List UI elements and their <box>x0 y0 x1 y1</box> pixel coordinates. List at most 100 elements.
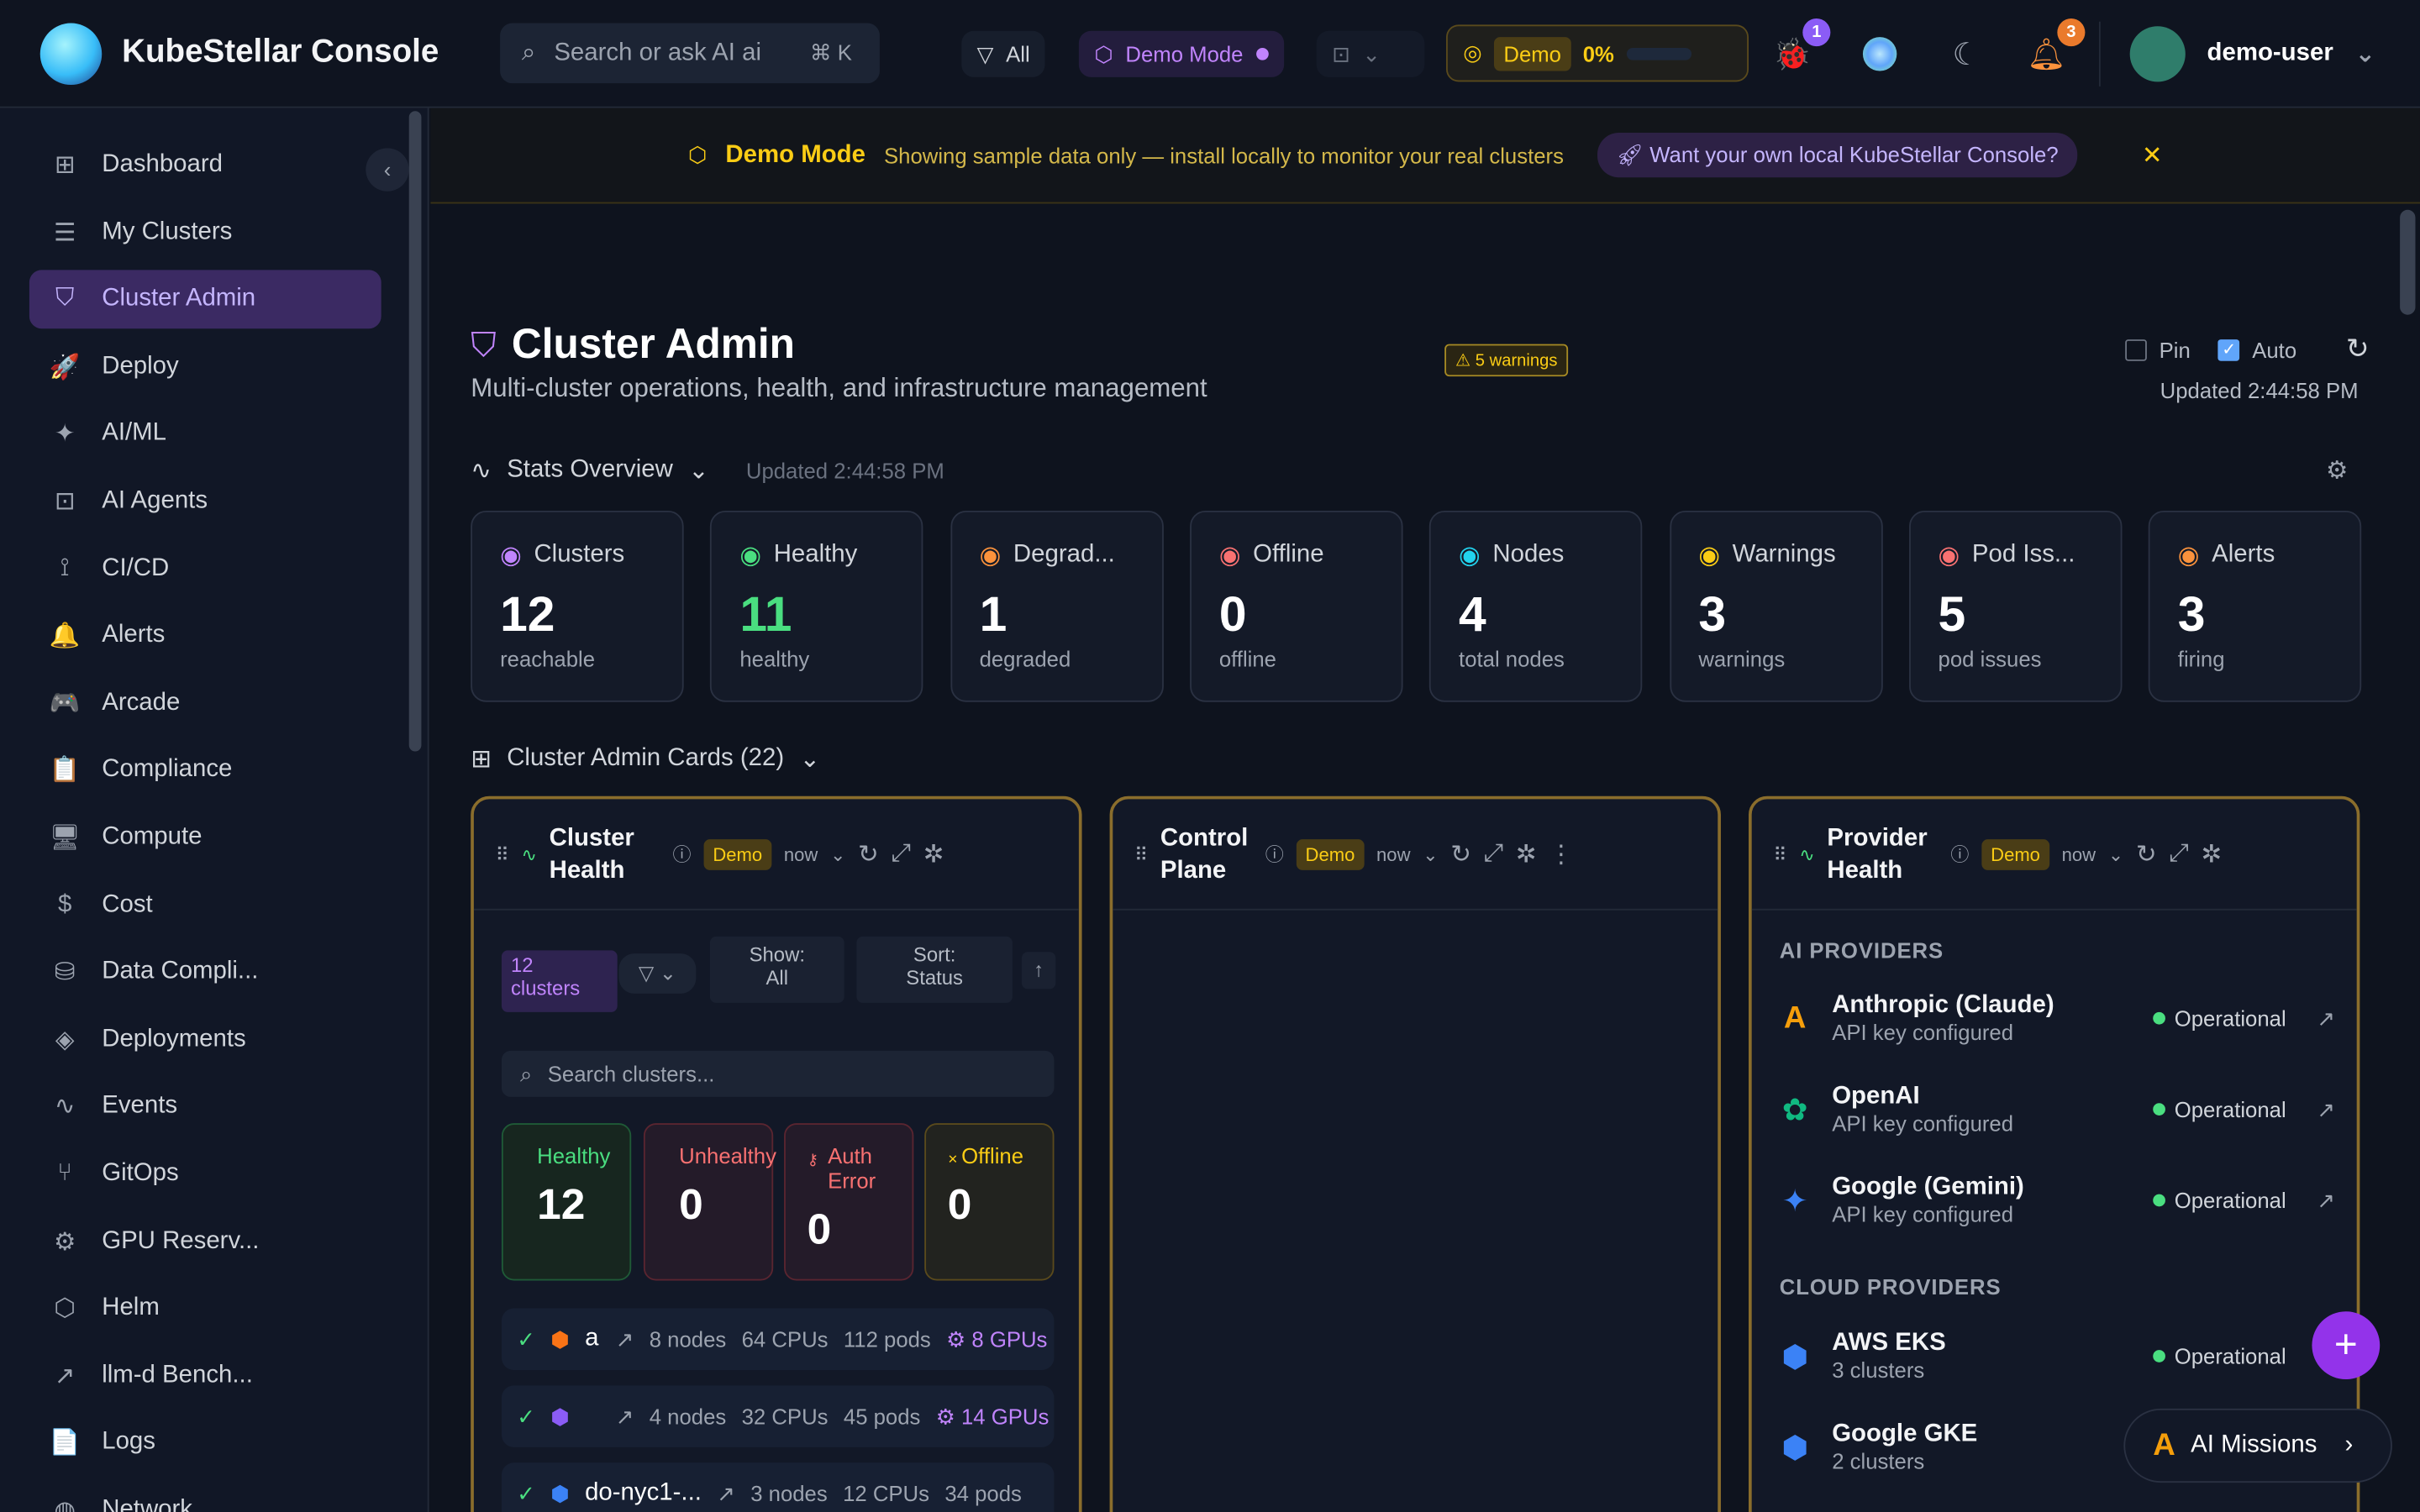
sidebar-item-ai-agents[interactable]: ⊡ AI Agents <box>29 472 381 531</box>
collapse-sidebar-button[interactable]: ‹ <box>366 148 409 192</box>
main-scrollbar[interactable] <box>2400 209 2416 315</box>
chevron-down-icon[interactable]: ⌄ <box>2107 843 2124 865</box>
bug-icon[interactable]: ✲ <box>1515 841 1537 869</box>
demo-mode-button[interactable]: ⬡ Demo Mode <box>1078 30 1284 77</box>
sidebar-scrollbar[interactable] <box>408 111 422 752</box>
stat-card-warnings[interactable]: ◉ Warnings 3 warnings <box>1669 510 1882 702</box>
chevron-down-icon[interactable]: ⌄ <box>1423 843 1439 865</box>
sidebar-item-compliance[interactable]: 📋 Compliance <box>29 741 381 800</box>
count-value: 12 <box>510 953 534 977</box>
ai-missions-button[interactable]: A AI Missions › <box>2123 1408 2392 1483</box>
sidebar-item-cost[interactable]: $ Cost <box>29 876 381 935</box>
auto-refresh-checkbox[interactable]: ✓ <box>2217 339 2240 360</box>
card-title-line: Provider <box>1827 824 1928 851</box>
notifications-button[interactable]: 🔔︎ 3 <box>2023 18 2086 77</box>
external-link-icon[interactable]: ↗ <box>615 1403 634 1428</box>
bug-report-button[interactable]: 🐞 1 <box>1769 18 1831 77</box>
cluster-filter-button[interactable]: ▽ All <box>961 30 1046 77</box>
cards-section-toggle[interactable]: ⊞ Cluster Admin Cards (22) ⌄ <box>471 743 820 774</box>
sidebar-item-compute[interactable]: 🖥 Compute <box>29 808 381 867</box>
sidebar-item-alerts[interactable]: 🔔 Alerts <box>29 606 381 665</box>
bug-icon[interactable]: ✲ <box>2201 841 2223 869</box>
filter-dropdown[interactable]: ▽ ⌄ <box>618 953 697 994</box>
more-menu-icon[interactable]: ⋮ <box>1549 841 1574 869</box>
install-locally-button[interactable]: 🚀︎ Want your own local KubeStellar Conso… <box>1597 132 2077 178</box>
sidebar-item-dashboard[interactable]: ⊞ Dashboard <box>29 136 381 195</box>
sidebar-item-events[interactable]: ∿ Events <box>29 1078 381 1137</box>
kubestellar-logo[interactable] <box>39 23 103 86</box>
external-link-icon[interactable]: ↗ <box>717 1480 735 1505</box>
globe-theme-button[interactable] <box>1857 31 1903 77</box>
external-link-icon[interactable]: ↗ <box>2317 1005 2335 1031</box>
bug-icon[interactable]: ✲ <box>923 841 944 869</box>
check-circle-icon: ✓ <box>517 1480 535 1505</box>
refresh-icon[interactable]: ↻ <box>858 841 879 869</box>
sidebar-item-helm[interactable]: ⬡ Helm <box>29 1279 381 1338</box>
token-usage-widget[interactable]: ◎ Demo 0% <box>1446 24 1749 82</box>
info-icon[interactable]: ⓘ <box>1950 843 1970 866</box>
cluster-row[interactable]: ✓ ⬢ do-nyc1-... ↗ 3 nodes 12 CPUs 34 pods <box>501 1462 1055 1512</box>
agent-selector[interactable]: ⊡ ⌄ <box>1316 30 1425 77</box>
sidebar-item-gpu-reserv[interactable]: ⚙ GPU Reserv... <box>29 1212 381 1271</box>
sidebar-item-llm-d-bench[interactable]: ↗ llm-d Bench... <box>29 1347 381 1405</box>
warnings-badge[interactable]: ⚠ 5 warnings <box>1444 344 1569 377</box>
expand-icon[interactable]: ⤢ <box>891 840 912 867</box>
sidebar-item-gitops[interactable]: ⑂ GitOps <box>29 1145 381 1204</box>
show-dropdown[interactable]: Show: All <box>709 936 844 1003</box>
stat-card-offline[interactable]: ◉ Offline 0 offline <box>1189 510 1403 702</box>
auth-error-summary[interactable]: ⚷ Auth Error 0 <box>784 1123 914 1281</box>
user-menu[interactable]: demo-user ⌄ <box>2114 26 2391 82</box>
chevron-down-icon[interactable]: ⌄ <box>829 843 846 865</box>
sidebar-item-my-clusters[interactable]: ☰ My Clusters <box>29 203 381 262</box>
info-icon[interactable]: ⓘ <box>672 843 692 866</box>
sidebar-item-label: CI/CD <box>102 554 170 581</box>
stat-card-firing[interactable]: ◉ Alerts 3 firing <box>2148 510 2362 702</box>
summary-value: 0 <box>807 1205 832 1253</box>
nav-icon: ∿ <box>54 1094 76 1121</box>
expand-icon[interactable]: ⤢ <box>1483 840 1504 867</box>
close-banner-icon[interactable]: ✕ <box>2141 142 2163 170</box>
drag-handle-icon[interactable]: ⠿ <box>1773 843 1787 865</box>
drag-handle-icon[interactable]: ⠿ <box>1134 843 1149 865</box>
wifi-off-icon: ✕ <box>947 1152 962 1167</box>
sidebar-item-cluster-admin[interactable]: ⛉ Cluster Admin <box>29 270 381 329</box>
stat-card-pod-issues[interactable]: ◉ Pod Iss... 5 pod issues <box>1908 510 2123 702</box>
expand-icon[interactable]: ⤢ <box>2169 840 2189 867</box>
sidebar-item-ai-ml[interactable]: ✦ AI/ML <box>29 405 381 464</box>
external-link-icon[interactable]: ↗ <box>615 1326 634 1352</box>
add-card-button[interactable]: + <box>2312 1311 2381 1380</box>
stat-card-total-nodes[interactable]: ◉ Nodes 4 total nodes <box>1429 510 1643 702</box>
unhealthy-summary[interactable]: Unhealthy 0 <box>643 1123 776 1281</box>
pin-checkbox[interactable] <box>2125 339 2147 360</box>
sidebar-item-arcade[interactable]: 🎮 Arcade <box>29 674 381 732</box>
external-link-icon[interactable]: ↗ <box>2317 1187 2335 1212</box>
cluster-row[interactable]: ✓ ⬢ ↗ 4 nodes 32 CPUs 45 pods ⚙ 14 GPUs <box>501 1385 1055 1447</box>
dark-mode-toggle[interactable]: ☾ <box>1943 31 1989 77</box>
sidebar-item-deploy[interactable]: 🚀 Deploy <box>29 338 381 396</box>
info-icon[interactable]: ⓘ <box>1265 843 1284 866</box>
sort-dropdown[interactable]: Sort: Status <box>856 936 1013 1003</box>
search-clusters-input[interactable]: ⌕ Search clusters... <box>501 1050 1055 1097</box>
stat-card-degraded[interactable]: ◉ Degrad... 1 degraded <box>950 510 1164 702</box>
external-link-icon[interactable]: ↗ <box>2317 1095 2335 1121</box>
refresh-icon[interactable]: ↻ <box>2135 841 2157 869</box>
activity-icon: ∿ <box>521 843 537 865</box>
sidebar-item-logs[interactable]: 📄 Logs <box>29 1414 381 1473</box>
auto-label: Auto <box>2252 337 2297 362</box>
offline-summary[interactable]: ✕ Offline 0 <box>924 1123 1055 1281</box>
refresh-icon[interactable]: ↻ <box>2345 333 2370 365</box>
settings-gear-icon[interactable]: ⚙ <box>2325 458 2349 485</box>
sidebar-item-data-compli[interactable]: ⛁ Data Compli... <box>29 943 381 1002</box>
stats-overview-toggle[interactable]: ∿ Stats Overview ⌄ Updated 2:44:58 PM <box>471 455 944 486</box>
global-search-input[interactable]: ⌕ Search or ask AI ai ⌘ K <box>500 23 880 84</box>
sidebar-item-network[interactable]: ◍ Network <box>29 1481 381 1512</box>
drag-handle-icon[interactable]: ⠿ <box>495 843 509 865</box>
sidebar-item-deployments[interactable]: ◈ Deployments <box>29 1011 381 1069</box>
cluster-row[interactable]: ✓ ⬢ a ↗ 8 nodes 64 CPUs 112 pods ⚙ 8 GPUs <box>501 1308 1055 1371</box>
stat-card-reachable[interactable]: ◉ Clusters 12 reachable <box>471 510 684 702</box>
sort-direction-button[interactable]: ↑ <box>1021 952 1056 990</box>
stat-card-healthy[interactable]: ◉ Healthy 11 healthy <box>710 510 923 702</box>
sidebar-item-ci-cd[interactable]: ⟟ CI/CD <box>29 539 381 598</box>
healthy-summary[interactable]: Healthy 12 <box>501 1123 632 1281</box>
refresh-icon[interactable]: ↻ <box>1450 841 1471 869</box>
